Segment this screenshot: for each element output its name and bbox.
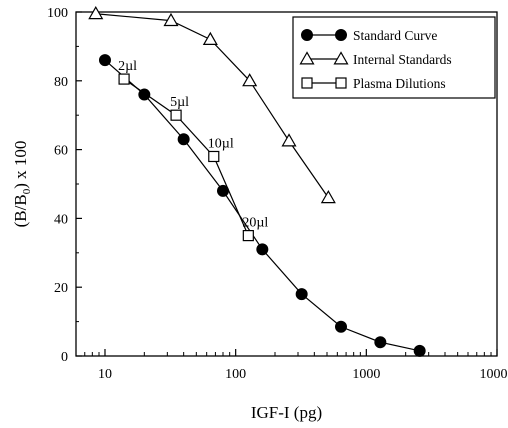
x-axis-title: IGF-I (pg) <box>251 403 322 422</box>
series-internal-standards <box>88 6 336 204</box>
dilution-label: 10µl <box>208 136 234 151</box>
legend-label: Plasma Dilutions <box>353 76 446 91</box>
dilution-label: 5µl <box>170 95 189 110</box>
data-point <box>88 6 104 20</box>
data-point <box>163 12 179 27</box>
y-tick-label: 80 <box>54 75 68 90</box>
legend-entry: Standard Curve <box>301 28 437 43</box>
x-tick-label: 10 <box>98 367 112 382</box>
legend-label: Internal Standards <box>353 52 452 67</box>
data-point <box>242 230 254 242</box>
legend-box <box>292 16 496 99</box>
data-point <box>299 51 315 65</box>
data-point <box>177 133 190 146</box>
data-point <box>335 77 347 89</box>
series-plasma-dilutions <box>118 73 254 242</box>
data-point <box>301 77 313 89</box>
data-point <box>335 29 347 41</box>
data-point <box>281 133 297 147</box>
dilution-label: 2µl <box>118 59 137 74</box>
data-point <box>301 29 313 41</box>
series-line <box>123 78 249 236</box>
legend-label: Standard Curve <box>353 28 437 43</box>
legend: Standard Curve Internal Standards Plasma D… <box>292 16 496 99</box>
y-tick-label: 20 <box>54 281 68 296</box>
dilution-label: 20µl <box>242 216 268 231</box>
axis-ticks: 0 20 40 60 80 100 10 100 1000 10000 <box>47 6 508 382</box>
data-point <box>320 190 336 204</box>
data-point <box>335 320 348 333</box>
data-point <box>374 336 387 349</box>
data-point <box>118 73 130 85</box>
data-point <box>413 344 426 357</box>
y-tick-label: 40 <box>54 212 68 227</box>
data-point <box>98 54 111 67</box>
series-standard-curve <box>98 54 426 357</box>
data-point <box>208 150 220 163</box>
data-point <box>333 51 349 65</box>
legend-entry: Plasma Dilutions <box>301 76 446 91</box>
y-axis-title-tail: ) x 100 <box>11 141 30 189</box>
legend-entry: Internal Standards <box>299 51 452 67</box>
y-tick-label: 100 <box>47 6 68 21</box>
data-point <box>256 243 269 256</box>
y-axis-title-subscript: 0 <box>21 188 33 194</box>
x-tick-label: 10000 <box>480 367 508 382</box>
data-point <box>295 288 308 301</box>
series-layer <box>88 6 426 357</box>
y-axis-title-main: (B/B <box>11 194 30 227</box>
series-line <box>95 13 329 199</box>
data-point <box>242 73 258 87</box>
series-line <box>104 59 420 352</box>
annotation-layer: 2µl 5µl 10µl 20µl <box>118 59 268 231</box>
x-tick-label: 100 <box>225 367 246 382</box>
y-axis-title: (B/B0) x 100 <box>11 141 33 228</box>
x-tick-label: 1000 <box>352 367 380 382</box>
data-point <box>202 31 218 45</box>
data-point <box>170 109 182 121</box>
y-tick-label: 0 <box>61 350 68 365</box>
y-tick-label: 60 <box>54 144 68 159</box>
